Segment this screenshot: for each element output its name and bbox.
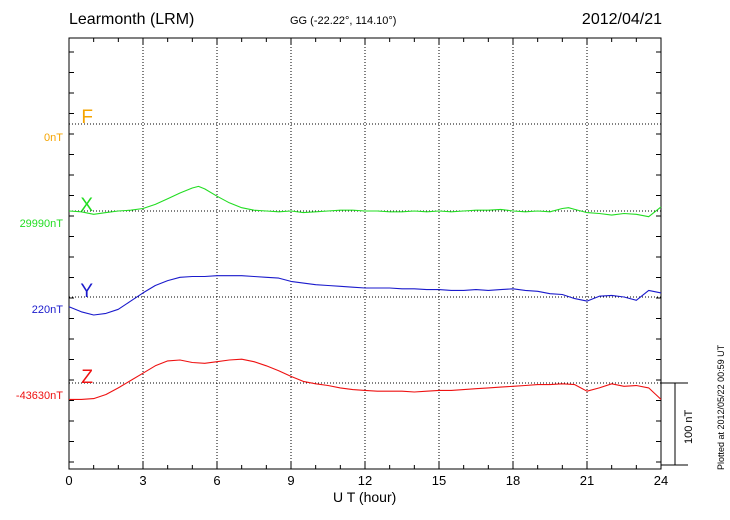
x-axis-label: U T (hour) [333,489,397,505]
series-baseline-x: 29990nT [19,218,63,230]
x-tick-label: 9 [287,473,294,488]
series-line-y [68,275,662,316]
series-line-z [69,358,662,400]
x-tick-label: 12 [358,473,372,488]
plotted-timestamp: Plotted at 2012/05/22 00:59 UT [716,344,726,470]
series-name-y: Y [80,281,93,302]
series-baseline-f: 0nT [44,132,63,144]
station-title: Learmonth (LRM) [69,11,195,28]
x-tick-label: 6 [213,473,220,488]
series-line-x [68,185,662,218]
x-tick-label: 21 [580,473,594,488]
x-tick-label: 3 [139,473,146,488]
series-name-f: F [81,107,93,128]
x-tick-label: 0 [65,473,72,488]
series-baseline-y: 220nT [31,304,63,316]
series-name-x: X [80,195,93,216]
scale-bar-label: 100 nT [683,409,695,444]
x-tick-label: 24 [654,473,668,488]
date-label: 2012/04/21 [581,11,662,28]
x-tick-label: 18 [506,473,520,488]
x-tick-label: 15 [432,473,446,488]
coordinates-label: GG (-22.22°, 114.10°) [290,15,397,27]
series-baseline-z: -43630nT [15,390,63,402]
series-name-z: Z [81,367,93,388]
